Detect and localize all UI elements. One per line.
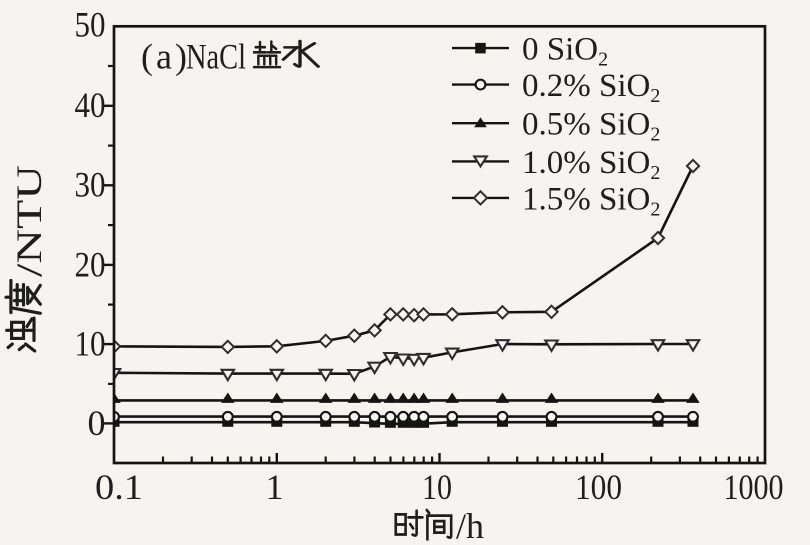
svg-text:100: 100 [575,467,622,507]
svg-text:/h: /h [456,506,484,545]
svg-text:30: 30 [75,165,106,205]
svg-text:1.0% SiO2: 1.0% SiO2 [522,145,660,184]
svg-text:0: 0 [88,403,106,443]
svg-text:40: 40 [75,85,106,125]
svg-text:NaCl: NaCl [186,37,246,77]
svg-text:0.1: 0.1 [95,467,143,507]
svg-text:10: 10 [422,467,452,507]
svg-text:0.5% SiO2: 0.5% SiO2 [522,107,660,146]
svg-text:/NTU: /NTU [9,165,49,277]
svg-text:0 SiO2: 0 SiO2 [522,32,608,71]
svg-text:10: 10 [75,324,106,364]
svg-text:1000: 1000 [724,467,784,507]
svg-text:1.5% SiO2: 1.5% SiO2 [522,181,660,220]
svg-text:50: 50 [75,4,106,44]
svg-text:20: 20 [75,244,106,284]
svg-text:1: 1 [266,467,284,507]
svg-text:0.2% SiO2: 0.2% SiO2 [522,68,660,107]
svg-text:(a): (a) [141,37,187,77]
